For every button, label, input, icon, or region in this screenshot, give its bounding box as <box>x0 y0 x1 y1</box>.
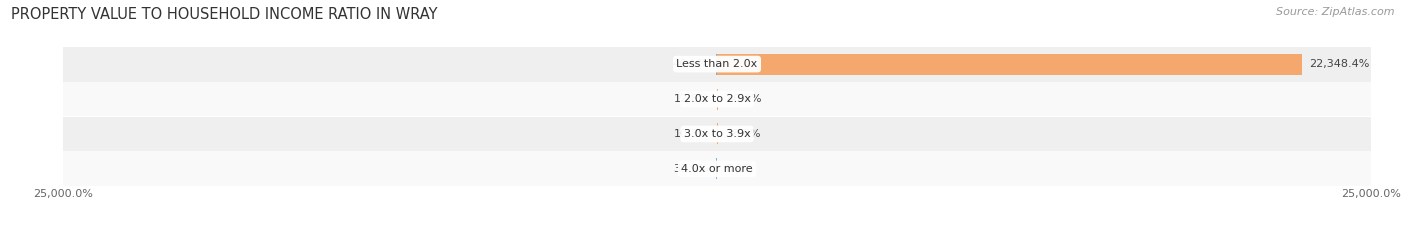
Text: 12.8%: 12.8% <box>673 94 709 104</box>
Text: Less than 2.0x: Less than 2.0x <box>676 59 758 69</box>
Text: Source: ZipAtlas.com: Source: ZipAtlas.com <box>1277 7 1395 17</box>
Bar <box>63 116 1371 151</box>
Text: 2.0x to 2.9x: 2.0x to 2.9x <box>683 94 751 104</box>
Bar <box>717 54 1302 75</box>
Text: 46.1%: 46.1% <box>672 59 709 69</box>
Text: PROPERTY VALUE TO HOUSEHOLD INCOME RATIO IN WRAY: PROPERTY VALUE TO HOUSEHOLD INCOME RATIO… <box>11 7 437 22</box>
Text: 4.0x or more: 4.0x or more <box>682 164 752 174</box>
Bar <box>63 82 1371 116</box>
Text: 10.3%: 10.3% <box>673 129 709 139</box>
Text: 18.9%: 18.9% <box>725 129 761 139</box>
Bar <box>63 47 1371 82</box>
Text: 3.0x to 3.9x: 3.0x to 3.9x <box>683 129 751 139</box>
Text: 22,348.4%: 22,348.4% <box>1309 59 1369 69</box>
Text: 46.8%: 46.8% <box>725 94 762 104</box>
Text: 8.2%: 8.2% <box>725 164 754 174</box>
Bar <box>63 151 1371 186</box>
Text: 30.9%: 30.9% <box>673 164 709 174</box>
